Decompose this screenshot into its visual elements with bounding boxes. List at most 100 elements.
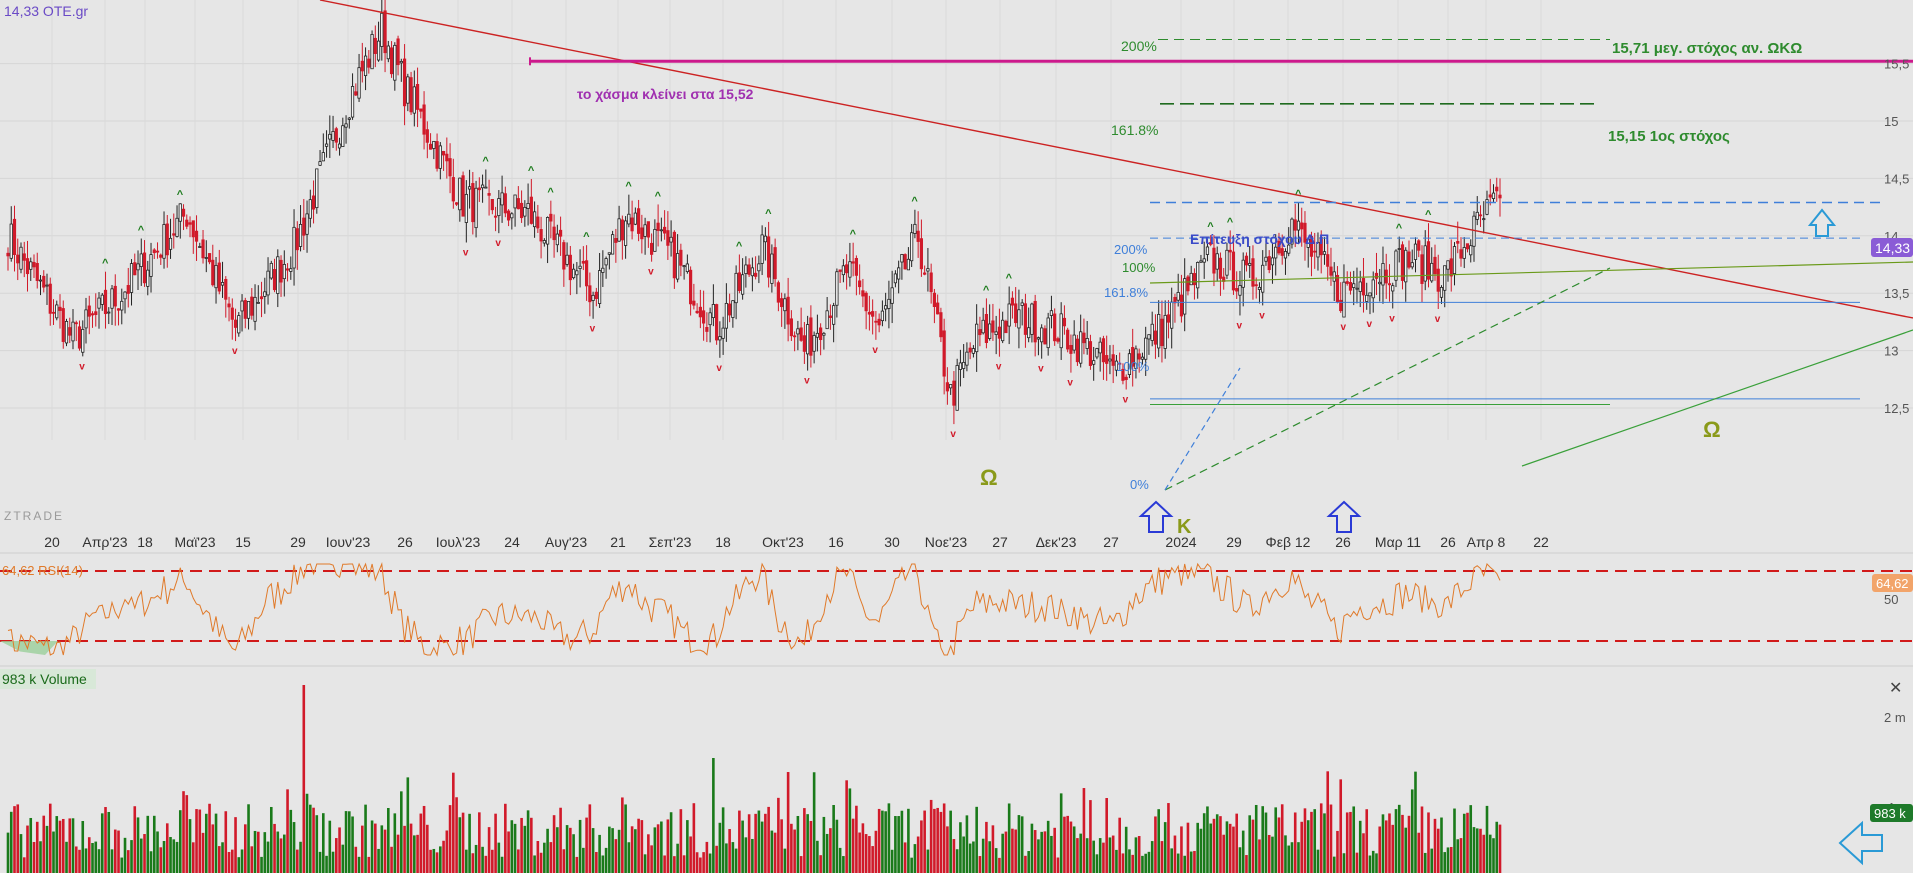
candle-body xyxy=(1160,318,1164,347)
candle-body xyxy=(1017,309,1021,329)
volume-bar xyxy=(500,856,504,873)
candle-body xyxy=(519,202,524,219)
volume-bar xyxy=(1043,831,1047,873)
volume-bar xyxy=(19,834,23,873)
candle-body xyxy=(1157,314,1161,349)
candlesticks xyxy=(6,0,1502,425)
volume-bar xyxy=(812,772,816,873)
candle-body xyxy=(51,311,56,314)
candle-body xyxy=(916,230,920,242)
candle-body xyxy=(793,335,797,338)
volume-bar xyxy=(1375,853,1378,873)
volume-bar xyxy=(94,841,98,873)
volume-bar xyxy=(1108,837,1112,873)
candle-body xyxy=(207,253,212,263)
volume-bar xyxy=(907,808,910,873)
volume-bar xyxy=(1180,826,1183,873)
candle-body xyxy=(1196,262,1200,289)
candle-body xyxy=(1313,250,1317,253)
volume-bar xyxy=(1115,849,1118,873)
volume-bar xyxy=(175,841,179,873)
fib-1618-top-label: 161.8% xyxy=(1111,122,1158,138)
candle-body xyxy=(198,246,202,248)
volume-bar xyxy=(165,823,169,873)
volume-bar xyxy=(1443,852,1447,873)
candle-body xyxy=(581,260,585,264)
volume-bar xyxy=(1495,821,1499,873)
candle-body xyxy=(1212,247,1216,274)
volume-bar xyxy=(874,830,878,873)
candle-body xyxy=(1225,249,1229,276)
candle-body xyxy=(1420,254,1424,284)
volume-bar xyxy=(1397,804,1401,873)
volume-bar xyxy=(539,852,543,873)
fractal-up-marker: ^ xyxy=(655,190,662,202)
candle-body xyxy=(1101,338,1106,363)
candle-body xyxy=(185,219,189,227)
volume-bar xyxy=(169,836,172,873)
volume-bar xyxy=(790,823,793,873)
volume-bar xyxy=(1488,834,1492,873)
volume-bar xyxy=(731,842,735,873)
volume-bar xyxy=(9,811,13,873)
candle-body xyxy=(259,296,264,300)
candle-body xyxy=(1014,303,1018,324)
candle-body xyxy=(25,258,30,275)
candle-body xyxy=(731,300,735,318)
candle-body xyxy=(9,223,13,259)
candle-body xyxy=(474,187,478,229)
volume-bar xyxy=(335,838,338,873)
candle-body xyxy=(1069,345,1073,354)
volume-bar xyxy=(478,812,481,873)
candle-body xyxy=(815,332,819,338)
volume-bar xyxy=(832,805,835,873)
candle-body xyxy=(233,319,238,328)
volume-bar xyxy=(1150,841,1154,873)
close-panel-icon[interactable]: ✕ xyxy=(1889,680,1902,697)
volume-bar xyxy=(289,809,293,873)
volume-bar xyxy=(426,824,429,873)
volume-bar xyxy=(1414,771,1417,873)
candle-body xyxy=(188,222,192,225)
volume-bar xyxy=(1407,815,1411,873)
candle-body xyxy=(1040,327,1044,343)
candle-body xyxy=(406,76,410,104)
volume-bar xyxy=(793,829,796,873)
volume-bar xyxy=(601,855,605,873)
volume-axis-2m: 2 m xyxy=(1884,710,1906,725)
volume-bar xyxy=(741,820,744,873)
fractal-down-marker: v xyxy=(1259,310,1265,321)
candle-body xyxy=(744,264,748,275)
volume-bar xyxy=(955,849,959,873)
volume-bar xyxy=(679,809,683,873)
volume-bar xyxy=(1329,804,1333,873)
candle-body xyxy=(1241,259,1245,288)
volume-bar xyxy=(1053,827,1056,873)
volume-bar xyxy=(825,833,829,873)
x-axis-tick-label: Οκτ'23 xyxy=(762,534,804,550)
volume-bar xyxy=(819,855,822,873)
volume-bar xyxy=(575,856,579,873)
candle-body xyxy=(165,223,169,256)
candle-body xyxy=(389,47,394,75)
candle-body xyxy=(874,320,878,323)
volume-bar xyxy=(764,813,767,873)
candle-body xyxy=(1033,300,1037,343)
volume-bar xyxy=(653,827,657,873)
volume-bar xyxy=(1264,812,1268,873)
volume-bar xyxy=(178,810,182,873)
volume-bar xyxy=(614,839,618,873)
candle-body xyxy=(809,317,813,356)
target-200-annotation: 15,71 μεγ. στόχος αν. ΩΚΩ xyxy=(1612,40,1802,57)
candle-body xyxy=(1400,244,1405,281)
candle-body xyxy=(1387,283,1392,286)
candle-body xyxy=(679,249,683,266)
volume-bar xyxy=(1176,853,1180,873)
candle-body xyxy=(981,319,985,334)
volume-bar xyxy=(868,836,871,873)
candle-body xyxy=(1170,301,1174,329)
volume-bar xyxy=(1004,831,1008,873)
candle-body xyxy=(786,296,790,325)
candle-body xyxy=(305,213,309,235)
